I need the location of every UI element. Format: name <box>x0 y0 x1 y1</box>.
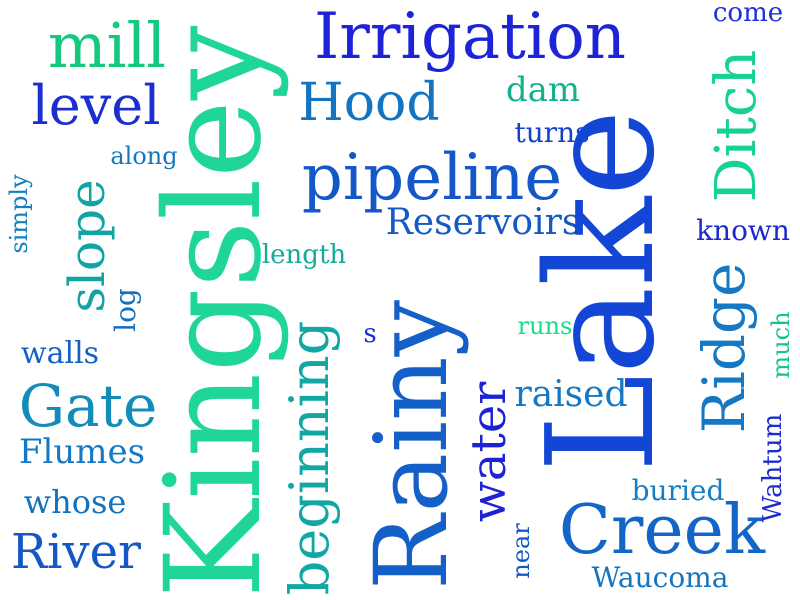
word-near: near <box>507 523 535 579</box>
word-level: level <box>31 74 161 137</box>
word-ridge: Ridge <box>690 262 758 434</box>
word-simply: simply <box>5 174 33 254</box>
word-pipeline: pipeline <box>301 141 563 215</box>
word-ditch: Ditch <box>704 49 769 203</box>
word-come: come <box>712 0 784 28</box>
word-wahtum: Wahtum <box>758 413 788 523</box>
word-lake: Lake <box>515 109 687 473</box>
word-kingsley: Kingsley <box>137 25 291 599</box>
word-river: River <box>11 524 141 580</box>
word-reservoirs: Reservoirs <box>385 202 581 243</box>
word-creek: Creek <box>558 491 766 570</box>
word-length: length <box>261 240 347 270</box>
word-irrigation: Irrigation <box>314 0 626 74</box>
word-slope: slope <box>58 179 116 313</box>
word-runs: runs <box>517 312 573 340</box>
word-beginning: beginning <box>278 320 341 596</box>
word-turns: turns <box>514 116 590 149</box>
word-buried: buried <box>631 474 725 507</box>
word-walls: walls <box>20 336 100 371</box>
word-water: water <box>461 381 517 523</box>
word-mill: mill <box>47 9 167 82</box>
word-dam: dam <box>505 70 581 110</box>
word-gate: Gate <box>18 372 158 440</box>
word-known: known <box>696 214 790 247</box>
word-raised: raised <box>514 374 628 415</box>
word-s: s <box>363 319 377 349</box>
word-much: much <box>767 311 795 379</box>
word-log: log <box>109 288 142 332</box>
word-hood: Hood <box>298 73 440 133</box>
word-flumes: Flumes <box>18 432 146 472</box>
word-rainy: Rainy <box>353 299 470 591</box>
word-whose: whose <box>23 483 127 521</box>
word-waucoma: Waucoma <box>591 561 729 594</box>
word-along: along <box>110 142 178 170</box>
